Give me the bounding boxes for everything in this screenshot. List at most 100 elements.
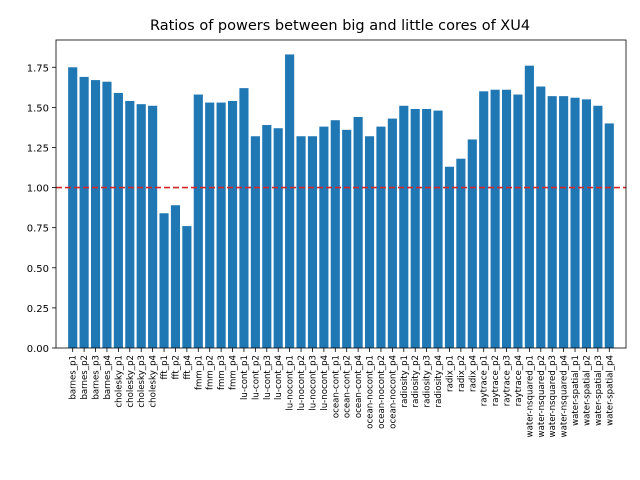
x-tick-label: radiosity_p3 — [423, 355, 433, 407]
x-axis: barnes_p1 barnes_p2 barnes_p3 barnes_p4 chol… — [69, 348, 615, 437]
bar-fmm_p1 — [193, 94, 203, 349]
bar-lu-cont_p4 — [273, 128, 283, 348]
x-tick-label: fmm_p2 — [206, 355, 216, 390]
x-tick-label: fft_p4 — [183, 355, 193, 380]
bar-barnes_p4 — [102, 81, 112, 348]
bar-radiosity_p1 — [399, 105, 409, 348]
bar-raytrace_p2 — [490, 89, 500, 349]
x-tick-label: radix_p1 — [445, 355, 455, 392]
x-tick-label: lu-nocont_p4 — [320, 355, 330, 411]
x-tick-label: lu-cont_p4 — [274, 355, 284, 400]
bar-fft_p4 — [182, 226, 192, 348]
y-tick-label: 0.00 — [27, 344, 49, 355]
bar-fmm_p4 — [227, 100, 238, 348]
bar-fft_p1 — [159, 213, 169, 348]
bar-fft_p2 — [170, 205, 181, 348]
x-tick-label: ocean-nocont_p4 — [388, 355, 398, 429]
bar-radix_p1 — [444, 166, 455, 348]
bar-lu-cont_p1 — [239, 88, 249, 348]
x-tick-label: water-spatial_p1 — [571, 355, 581, 426]
x-tick-label: radiosity_p4 — [434, 355, 444, 407]
x-tick-label: fft_p2 — [171, 355, 181, 380]
bar-lu-nocont_p4 — [319, 126, 329, 348]
y-tick-label: 1.25 — [27, 143, 49, 154]
x-tick-label: radiosity_p1 — [400, 355, 410, 407]
x-tick-label: cholesky_p2 — [126, 355, 136, 408]
x-tick-label: ocean-cont_p4 — [354, 355, 364, 418]
bar-cholesky_p4 — [148, 105, 158, 348]
x-tick-label: lu-cont_p3 — [263, 355, 273, 400]
bar-water-spatial_p1 — [570, 97, 580, 348]
bar-ocean-nocont_p4 — [387, 118, 397, 349]
bar-cholesky_p2 — [125, 100, 135, 348]
x-tick-label: fmm_p1 — [194, 355, 204, 390]
bar-ocean-cont_p2 — [342, 129, 352, 348]
x-tick-label: lu-nocont_p2 — [297, 355, 307, 411]
bar-ocean-cont_p4 — [353, 117, 363, 348]
x-tick-label: raytrace_p4 — [514, 355, 524, 406]
bar-raytrace_p4 — [513, 94, 523, 349]
y-axis: 0.00 0.25 0.50 0.75 1.00 1.25 1.50 1.75 — [27, 63, 56, 355]
x-tick-label: water-nsquared_p3 — [548, 355, 558, 437]
x-tick-label: barnes_p2 — [80, 355, 90, 400]
bar-water-spatial_p2 — [581, 99, 592, 349]
bar-radix_p4 — [467, 139, 477, 348]
bar-radiosity_p4 — [433, 110, 443, 348]
bar-water-spatial_p3 — [593, 105, 603, 348]
x-tick-label: radiosity_p2 — [411, 355, 421, 407]
bar-ocean-nocont_p2 — [376, 126, 386, 348]
x-tick-label: ocean-nocont_p1 — [366, 355, 376, 429]
bar-raytrace_p1 — [479, 91, 489, 348]
bar-radix_p2 — [456, 158, 466, 348]
bar-barnes_p2 — [79, 76, 89, 348]
x-tick-label: ocean-cont_p2 — [343, 355, 353, 418]
bar-lu-nocont_p1 — [285, 54, 295, 348]
bar-lu-nocont_p2 — [296, 136, 306, 348]
bar-fmm_p3 — [216, 102, 226, 348]
bar-radiosity_p2 — [410, 108, 420, 349]
bar-water-nsquared_p4 — [559, 96, 569, 348]
x-tick-label: cholesky_p3 — [137, 355, 147, 408]
x-tick-label: lu-cont_p2 — [251, 355, 261, 400]
x-tick-label: barnes_p4 — [103, 355, 113, 400]
x-tick-label: fft_p1 — [160, 355, 170, 380]
x-tick-label: water-nsquared_p1 — [525, 355, 535, 437]
x-tick-label: water-spatial_p2 — [582, 355, 592, 426]
y-tick-label: 0.25 — [27, 304, 49, 315]
bar-raytrace_p3 — [501, 89, 512, 349]
bar-barnes_p3 — [90, 80, 101, 349]
bar-cholesky_p3 — [136, 104, 146, 349]
x-tick-label: raytrace_p2 — [491, 355, 501, 406]
x-tick-label: raytrace_p1 — [480, 355, 490, 406]
bar-lu-nocont_p3 — [307, 136, 318, 348]
bar-ocean-nocont_p1 — [364, 136, 375, 348]
bars — [68, 54, 614, 349]
y-tick-label: 0.50 — [27, 264, 49, 275]
x-tick-label: lu-cont_p1 — [240, 355, 250, 400]
chart-title: Ratios of powers between big and little … — [150, 18, 530, 34]
bar-ocean-cont_p1 — [330, 120, 340, 348]
y-tick-label: 1.75 — [27, 63, 49, 74]
bar-water-nsquared_p1 — [524, 65, 534, 349]
x-tick-label: ocean-cont_p1 — [331, 355, 341, 418]
bar-water-nsquared_p2 — [536, 86, 546, 348]
bar-lu-cont_p2 — [250, 136, 260, 348]
x-tick-label: lu-nocont_p3 — [308, 355, 318, 411]
x-tick-label: barnes_p3 — [92, 355, 102, 400]
x-tick-label: raytrace_p3 — [503, 355, 513, 406]
y-tick-label: 1.50 — [27, 103, 49, 114]
bar-fmm_p2 — [205, 102, 215, 348]
bar-cholesky_p1 — [113, 92, 123, 348]
x-tick-label: barnes_p1 — [69, 355, 79, 400]
x-tick-label: fmm_p3 — [217, 355, 227, 390]
x-tick-label: water-nsquared_p2 — [537, 355, 547, 437]
x-tick-label: radix_p2 — [457, 355, 467, 392]
plot-frame — [55, 39, 627, 349]
y-tick-label: 1.00 — [27, 184, 49, 195]
x-tick-label: lu-nocont_p1 — [286, 355, 296, 411]
x-tick-label: water-spatial_p3 — [594, 355, 604, 426]
bar-water-spatial_p4 — [604, 123, 614, 349]
y-tick-label: 0.75 — [27, 224, 49, 235]
bar-water-nsquared_p3 — [547, 96, 557, 348]
